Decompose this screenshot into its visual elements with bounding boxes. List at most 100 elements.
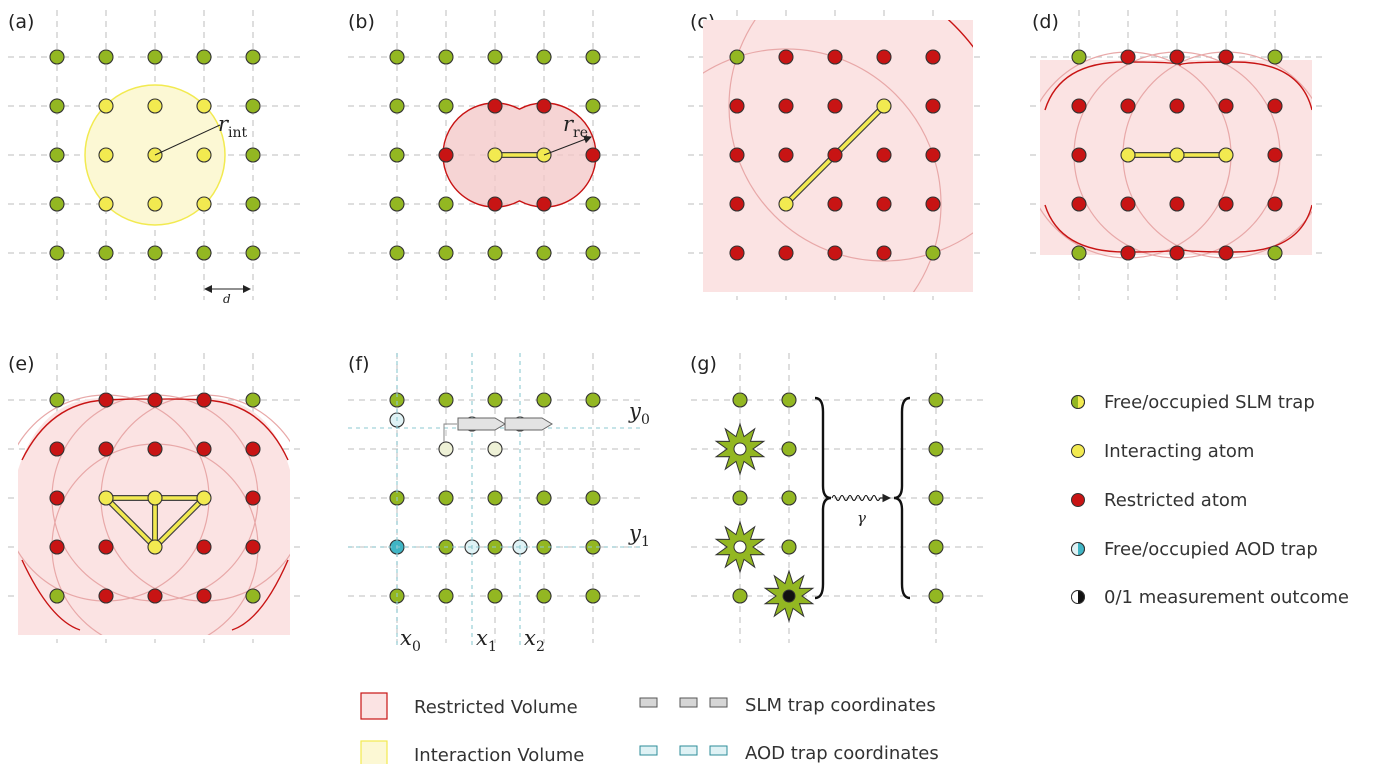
interacting-atom-d	[1218, 147, 1234, 163]
slm-atom-b	[487, 49, 503, 65]
slm-atom-g	[928, 441, 944, 457]
restricted-atom-e	[245, 441, 261, 457]
restricted-atom-b	[536, 98, 552, 114]
slm-atom-a	[245, 245, 261, 261]
x0-label: x 0	[400, 626, 421, 655]
slm-atom-d	[1267, 245, 1283, 261]
restricted-atom-d	[1169, 98, 1185, 114]
legend-swatch	[639, 697, 658, 708]
restricted-atom-d	[1120, 98, 1136, 114]
slm-atom-f	[438, 490, 454, 506]
legend-bottom: Restricted Volume Interaction Volume SLM t…	[360, 692, 939, 764]
slm-atom-a	[147, 49, 163, 65]
slm-atom-f	[536, 490, 552, 506]
r-int-label: r int	[218, 112, 247, 141]
legend-label: Restricted atom	[1104, 490, 1247, 511]
legend-marker-half	[1071, 395, 1078, 409]
legend-label: Interaction Volume	[414, 745, 584, 764]
restricted-boundary-left	[21, 559, 81, 631]
interacting-atom-a	[196, 98, 212, 114]
legend-item-interacting: Interacting atom	[1071, 441, 1254, 462]
interacting-atom-a	[98, 98, 114, 114]
svg-text:1: 1	[641, 534, 650, 550]
bond-fill	[104, 496, 157, 549]
slm-atom-a	[245, 147, 261, 163]
legend-marker-ring	[1071, 590, 1085, 604]
legend-swatch	[360, 692, 388, 720]
slm-atom-b	[389, 245, 405, 261]
legend-swatch	[679, 745, 698, 756]
restricted-boundary-right	[231, 559, 289, 631]
restricted-atom-c	[729, 196, 745, 212]
bond-e-left	[103, 495, 158, 550]
slm-atom-g	[732, 392, 748, 408]
svg-text:y: y	[628, 399, 642, 423]
legend-swatch	[709, 745, 728, 756]
restricted-atom-d	[1267, 98, 1283, 114]
legend-item-slm_coords: SLM trap coordinates	[639, 695, 936, 716]
restricted-volume-c	[703, 20, 973, 292]
interacting-atom-d	[1169, 147, 1185, 163]
restricted-atom-c	[778, 49, 794, 65]
range-circle	[703, 48, 942, 292]
restricted-atom-e	[196, 539, 212, 555]
move-arrow-2	[504, 417, 553, 431]
slm-atom-b	[438, 49, 454, 65]
legend-marker-half	[1071, 542, 1078, 556]
legend-item-interaction_volume: Interaction Volume	[360, 740, 584, 764]
slm-atom-b	[536, 245, 552, 261]
restricted-atom-d	[1071, 98, 1087, 114]
legend-marker-ring	[1071, 395, 1085, 409]
bond-e-right	[152, 495, 207, 550]
slm-atom-f	[585, 588, 601, 604]
restricted-atom-e	[49, 441, 65, 457]
slm-atom-b	[585, 49, 601, 65]
restricted-atom-d	[1120, 49, 1136, 65]
y1-label: y 1	[628, 521, 650, 550]
restricted-atom-b	[438, 147, 454, 163]
interacting-atom-e	[98, 490, 114, 506]
svg-text:0: 0	[641, 412, 650, 428]
slm-atom-b	[389, 98, 405, 114]
interacting-atom-b	[487, 147, 503, 163]
slm-atom-a	[245, 98, 261, 114]
restricted-atom-c	[925, 49, 941, 65]
restricted-atom-e	[49, 490, 65, 506]
interacting-atom-c	[876, 98, 892, 114]
measurement-star-0b	[714, 520, 766, 574]
restricted-atom-d	[1169, 245, 1185, 261]
move-path	[443, 423, 457, 442]
slm-atom-a	[147, 245, 163, 261]
legend-label: Free/occupied AOD trap	[1104, 539, 1318, 560]
panel-label-g: (g)	[690, 353, 717, 375]
slm-atom-b	[585, 98, 601, 114]
legend-label: SLM trap coordinates	[745, 695, 936, 716]
svg-text:r: r	[218, 112, 230, 136]
svg-text:2: 2	[536, 639, 545, 655]
slm-atom-d	[1267, 49, 1283, 65]
x2-label: x 2	[524, 626, 545, 655]
brace-left	[814, 396, 832, 600]
interacting-atom-e	[147, 490, 163, 506]
legend-label: AOD trap coordinates	[745, 743, 939, 764]
slm-atom-g	[781, 490, 797, 506]
restricted-atom-c	[876, 49, 892, 65]
slm-atom-f	[585, 392, 601, 408]
restricted-atom-c	[729, 98, 745, 114]
legend-swatch	[709, 697, 728, 708]
legend-right: Free/occupied SLM trap Interacting atom Re…	[1071, 392, 1349, 608]
restricted-atom-c	[729, 245, 745, 261]
legend-label: Free/occupied SLM trap	[1104, 392, 1315, 413]
restricted-atom-d	[1120, 196, 1136, 212]
restricted-atom-b	[487, 196, 503, 212]
legend-marker-ring	[1071, 542, 1085, 556]
restricted-atom-d	[1218, 196, 1234, 212]
restricted-atom-b	[585, 147, 601, 163]
restricted-atom-d	[1071, 196, 1087, 212]
slm-atom-g	[781, 539, 797, 555]
slm-atom-g	[928, 490, 944, 506]
restricted-atom-c	[729, 147, 745, 163]
restricted-atom-e	[147, 588, 163, 604]
restricted-atom-b	[487, 98, 503, 114]
